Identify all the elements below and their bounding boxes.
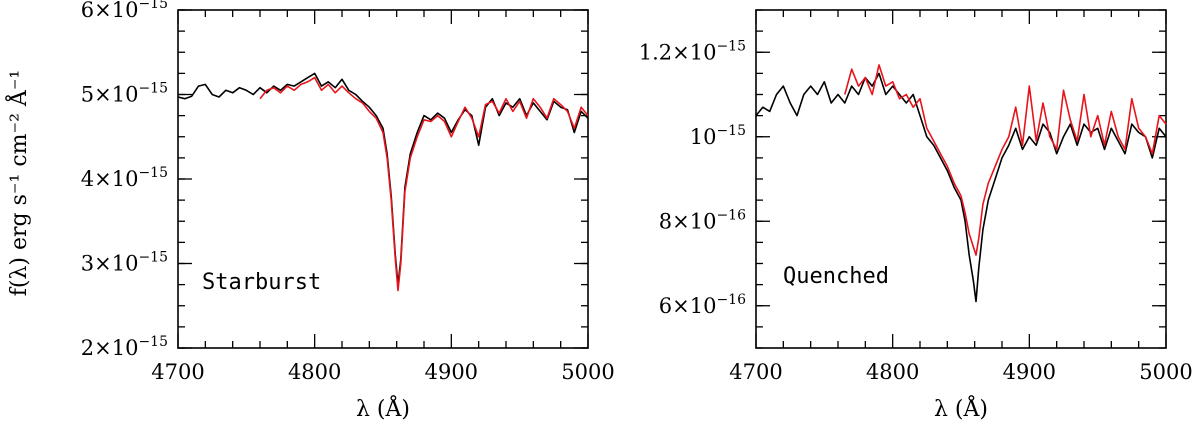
quenched-x-tick-label: 5000 xyxy=(1139,360,1192,384)
starburst-x-tick-label: 4900 xyxy=(425,360,478,384)
quenched-y-tick-label: 10−15 xyxy=(690,123,746,149)
starburst-observed-line xyxy=(177,72,589,286)
starburst-model-line xyxy=(259,76,589,292)
quenched-label: Quenched xyxy=(783,264,889,289)
y-axis-label: f(λ) erg s⁻¹ cm⁻² Å⁻¹ xyxy=(4,70,32,297)
quenched-x-axis-label: λ (Å) xyxy=(934,394,988,422)
starburst-x-tick-label: 4700 xyxy=(151,360,204,384)
starburst-y-tick-label: 2×10−15 xyxy=(81,334,168,360)
quenched-panel: 4700 4800 4900 5000 6×10−16 8×10−16 10−15 1.2×1… xyxy=(639,9,1193,422)
quenched-ticks: 4700 4800 4900 5000 6×10−16 8×10−16 10−15 1.2×1… xyxy=(639,9,1193,384)
quenched-y-tick-label: 6×10−16 xyxy=(659,292,746,318)
starburst-label: Starburst xyxy=(202,270,321,295)
starburst-series xyxy=(177,72,589,292)
quenched-y-tick-label: 8×10−16 xyxy=(659,207,746,233)
starburst-x-axis-label: λ (Å) xyxy=(356,394,410,422)
starburst-y-tick-label: 4×10−15 xyxy=(81,165,168,191)
quenched-x-tick-label: 4800 xyxy=(866,360,919,384)
quenched-plot-frame xyxy=(755,9,1167,349)
starburst-y-tick-label: 3×10−15 xyxy=(81,250,168,276)
quenched-x-tick-label: 4900 xyxy=(1003,360,1056,384)
starburst-ticks: 4700 4800 4900 5000 2×10−15 3×10−15 4×10−15 5×1… xyxy=(81,0,615,384)
starburst-x-tick-label: 5000 xyxy=(561,360,614,384)
quenched-model-line xyxy=(844,64,1167,256)
quenched-y-tick-label: 1.2×10−15 xyxy=(639,38,746,64)
starburst-plot-frame xyxy=(177,9,589,349)
quenched-series xyxy=(755,64,1167,303)
quenched-x-tick-label: 4700 xyxy=(729,360,782,384)
starburst-x-tick-label: 4800 xyxy=(288,360,341,384)
starburst-y-tick-label: 5×10−15 xyxy=(81,81,168,107)
quenched-observed-line xyxy=(755,72,1167,303)
starburst-y-tick-label: 6×10−15 xyxy=(81,0,168,22)
starburst-panel: 4700 4800 4900 5000 2×10−15 3×10−15 4×10−15 5×1… xyxy=(81,0,615,422)
